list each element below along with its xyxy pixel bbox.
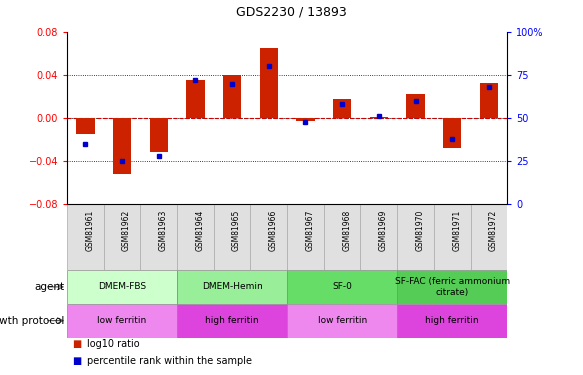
Text: high ferritin: high ferritin xyxy=(205,316,259,325)
Text: growth protocol: growth protocol xyxy=(0,316,64,326)
Bar xyxy=(113,118,131,174)
Bar xyxy=(150,118,168,152)
Bar xyxy=(397,270,507,304)
Bar xyxy=(370,117,388,118)
Bar xyxy=(67,204,104,270)
Bar xyxy=(177,270,287,304)
Bar xyxy=(333,99,352,118)
Text: GSM81971: GSM81971 xyxy=(452,210,461,251)
Bar xyxy=(397,204,434,270)
Bar xyxy=(141,204,177,270)
Bar xyxy=(177,304,287,338)
Text: GSM81965: GSM81965 xyxy=(232,210,241,251)
Text: log10 ratio: log10 ratio xyxy=(87,339,140,349)
Text: agent: agent xyxy=(34,282,64,292)
Bar xyxy=(223,75,241,118)
Bar xyxy=(324,204,360,270)
Bar xyxy=(186,80,205,118)
Bar xyxy=(67,270,177,304)
Text: GSM81970: GSM81970 xyxy=(416,210,424,251)
Bar xyxy=(259,48,278,118)
Bar xyxy=(76,118,94,134)
Bar xyxy=(287,304,397,338)
Text: GSM81968: GSM81968 xyxy=(342,210,351,251)
Text: DMEM-FBS: DMEM-FBS xyxy=(98,282,146,291)
Text: low ferritin: low ferritin xyxy=(318,316,367,325)
Bar xyxy=(406,94,424,118)
Text: percentile rank within the sample: percentile rank within the sample xyxy=(87,356,252,366)
Text: GSM81961: GSM81961 xyxy=(85,210,94,251)
Text: GSM81966: GSM81966 xyxy=(269,210,278,251)
Bar xyxy=(287,204,324,270)
Bar xyxy=(360,204,397,270)
Text: SF-FAC (ferric ammonium
citrate): SF-FAC (ferric ammonium citrate) xyxy=(395,277,510,297)
Text: SF-0: SF-0 xyxy=(332,282,352,291)
Text: GSM81964: GSM81964 xyxy=(195,210,205,251)
Text: GDS2230 / 13893: GDS2230 / 13893 xyxy=(236,6,347,19)
Bar xyxy=(104,204,141,270)
Text: DMEM-Hemin: DMEM-Hemin xyxy=(202,282,262,291)
Bar xyxy=(67,304,177,338)
Text: ■: ■ xyxy=(73,356,85,366)
Text: GSM81967: GSM81967 xyxy=(305,210,314,251)
Bar xyxy=(470,204,507,270)
Text: high ferritin: high ferritin xyxy=(426,316,479,325)
Bar xyxy=(251,204,287,270)
Bar xyxy=(287,270,397,304)
Text: ■: ■ xyxy=(73,339,85,349)
Text: GSM81963: GSM81963 xyxy=(159,210,168,251)
Bar xyxy=(480,82,498,118)
Bar xyxy=(397,304,507,338)
Text: GSM81969: GSM81969 xyxy=(379,210,388,251)
Bar xyxy=(443,118,461,148)
Text: low ferritin: low ferritin xyxy=(97,316,147,325)
Bar xyxy=(434,204,470,270)
Text: GSM81972: GSM81972 xyxy=(489,210,498,251)
Bar xyxy=(296,118,315,122)
Text: GSM81962: GSM81962 xyxy=(122,210,131,251)
Bar xyxy=(214,204,251,270)
Bar xyxy=(177,204,214,270)
